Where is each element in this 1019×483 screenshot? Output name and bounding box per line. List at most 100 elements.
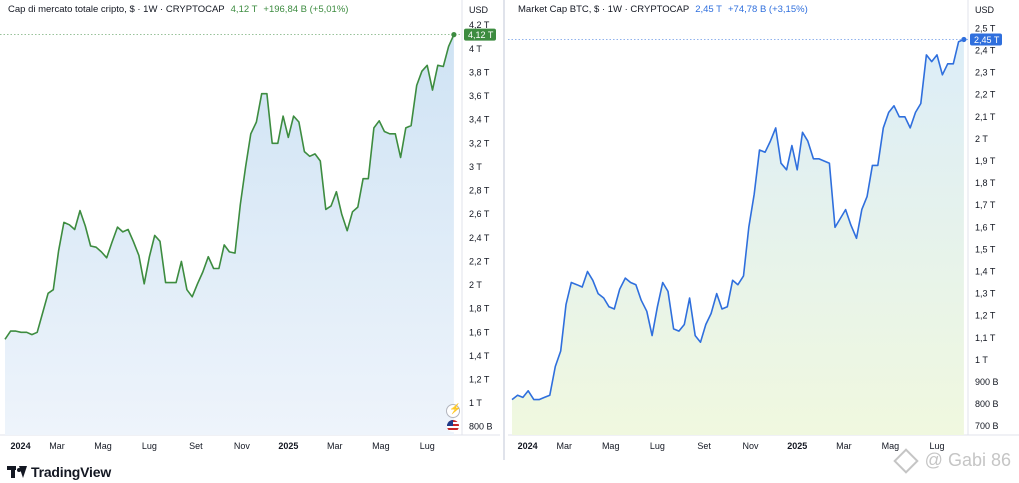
x-tick-label-8: Mag — [882, 441, 900, 451]
data-point-70 — [888, 111, 890, 113]
data-point-61 — [330, 205, 332, 207]
data-point-55 — [298, 121, 300, 123]
x-tick-label-2: Mag — [602, 441, 620, 451]
data-point-51 — [785, 169, 787, 171]
btc-market-cap-chart: 2,5 T 2,4 T 2,3 T 2,2 T 2,1 T 2 T 1,9 T 1,8 T 1,… — [508, 0, 1019, 451]
data-point-6 — [36, 331, 38, 333]
data-point-63 — [341, 213, 343, 215]
data-point-39 — [212, 267, 214, 269]
last-value-label: 4,12 T — [468, 30, 494, 40]
last-value-label: 2,45 T — [974, 35, 1000, 45]
data-point-26 — [651, 334, 653, 336]
data-point-75 — [405, 127, 407, 129]
x-tick-label-6: 2025 — [278, 441, 298, 451]
data-point-59 — [828, 162, 830, 164]
data-point-56 — [812, 158, 814, 160]
data-point-74 — [909, 127, 911, 129]
y-tick-label-5: 2 T — [975, 134, 988, 144]
legend-title: Cap di mercato totale cripto, $ · 1W · C… — [8, 4, 225, 15]
area-fill — [512, 39, 964, 435]
data-point-17 — [95, 246, 97, 248]
data-point-29 — [667, 290, 669, 292]
data-point-28 — [154, 234, 156, 236]
y-tick-label-0: 2,5 T — [975, 23, 996, 33]
data-point-22 — [122, 231, 124, 233]
area-fill — [5, 34, 454, 435]
data-point-48 — [769, 140, 771, 142]
data-point-16 — [597, 292, 599, 294]
data-point-12 — [576, 284, 578, 286]
data-point-22 — [629, 281, 631, 283]
data-point-15 — [592, 279, 594, 281]
data-point-13 — [74, 228, 76, 230]
data-point-60 — [834, 226, 836, 228]
data-point-26 — [143, 283, 145, 285]
series-line — [511, 38, 965, 401]
data-point-57 — [309, 155, 311, 157]
data-point-73 — [394, 133, 396, 135]
data-point-66 — [357, 206, 359, 208]
data-point-27 — [148, 256, 150, 258]
data-point-50 — [780, 162, 782, 164]
data-point-9 — [560, 350, 562, 352]
data-point-1 — [9, 330, 11, 332]
tradingview-branding[interactable]: TradingView — [7, 464, 111, 480]
data-point-10 — [565, 303, 567, 305]
x-tick-label-1: Mar — [557, 441, 573, 451]
chart-legend: Market Cap BTC, $ · 1W · CRYPTOCAP 2,45 T… — [518, 4, 808, 15]
data-point-64 — [346, 230, 348, 232]
chart-panel-btc-market-cap: 2,5 T 2,4 T 2,3 T 2,2 T 2,1 T 2 T 1,9 T 1,8 T 1,… — [508, 0, 1019, 460]
tradingview-logo-icon — [7, 466, 27, 478]
x-tick-label-9: Lug — [420, 441, 435, 451]
data-point-70 — [378, 120, 380, 122]
watermark-text: @ Gabi 86 — [924, 450, 1011, 470]
data-point-43 — [234, 252, 236, 254]
x-tick-label-3: Lug — [142, 441, 157, 451]
y-tick-label-0: 4,2 T — [469, 20, 490, 30]
data-point-53 — [796, 169, 798, 171]
data-point-4 — [533, 398, 535, 400]
data-point-18 — [608, 306, 610, 308]
y-tick-label-6: 1,9 T — [975, 156, 996, 166]
x-tick-label-7: Mar — [327, 441, 343, 451]
last-point-marker — [451, 32, 457, 38]
data-point-35 — [191, 296, 193, 298]
data-point-11 — [63, 221, 65, 223]
data-point-51 — [277, 142, 279, 144]
data-point-57 — [818, 158, 820, 160]
data-point-76 — [920, 102, 922, 104]
data-point-7 — [549, 394, 551, 396]
data-point-13 — [581, 286, 583, 288]
y-tick-label-10: 2,2 T — [469, 256, 490, 266]
data-point-14 — [586, 270, 588, 272]
data-point-40 — [726, 306, 728, 308]
data-point-69 — [882, 127, 884, 129]
data-point-56 — [303, 150, 305, 152]
us-flag-icon[interactable] — [447, 420, 459, 432]
data-point-69 — [373, 127, 375, 129]
data-point-78 — [931, 60, 933, 62]
data-point-30 — [672, 328, 674, 330]
data-point-77 — [925, 54, 927, 56]
data-point-27 — [656, 306, 658, 308]
data-point-34 — [694, 334, 696, 336]
lightning-icon[interactable]: ⚡ — [446, 404, 461, 418]
last-value-box — [970, 33, 1002, 46]
data-point-34 — [186, 289, 188, 291]
data-point-38 — [207, 256, 209, 258]
data-point-41 — [223, 244, 225, 246]
data-point-2 — [15, 330, 17, 332]
chart-panel-total-market-cap: 4,2 T 4 T 3,8 T 3,6 T 3,4 T 3,2 T 3 T 2,8 T 2,6 … — [0, 0, 500, 460]
data-point-39 — [721, 308, 723, 310]
y-tick-label-14: 1,1 T — [975, 333, 996, 343]
data-point-80 — [431, 89, 433, 91]
watermark: @ Gabi 86 — [892, 447, 1011, 474]
x-tick-label-9: Lug — [930, 441, 945, 451]
data-point-20 — [111, 241, 113, 243]
data-point-4 — [26, 331, 28, 333]
data-point-65 — [861, 208, 863, 210]
data-point-8 — [47, 292, 49, 294]
y-tick-label-11: 1,4 T — [975, 266, 996, 276]
data-point-66 — [866, 195, 868, 197]
x-tick-label-8: Mag — [372, 441, 390, 451]
